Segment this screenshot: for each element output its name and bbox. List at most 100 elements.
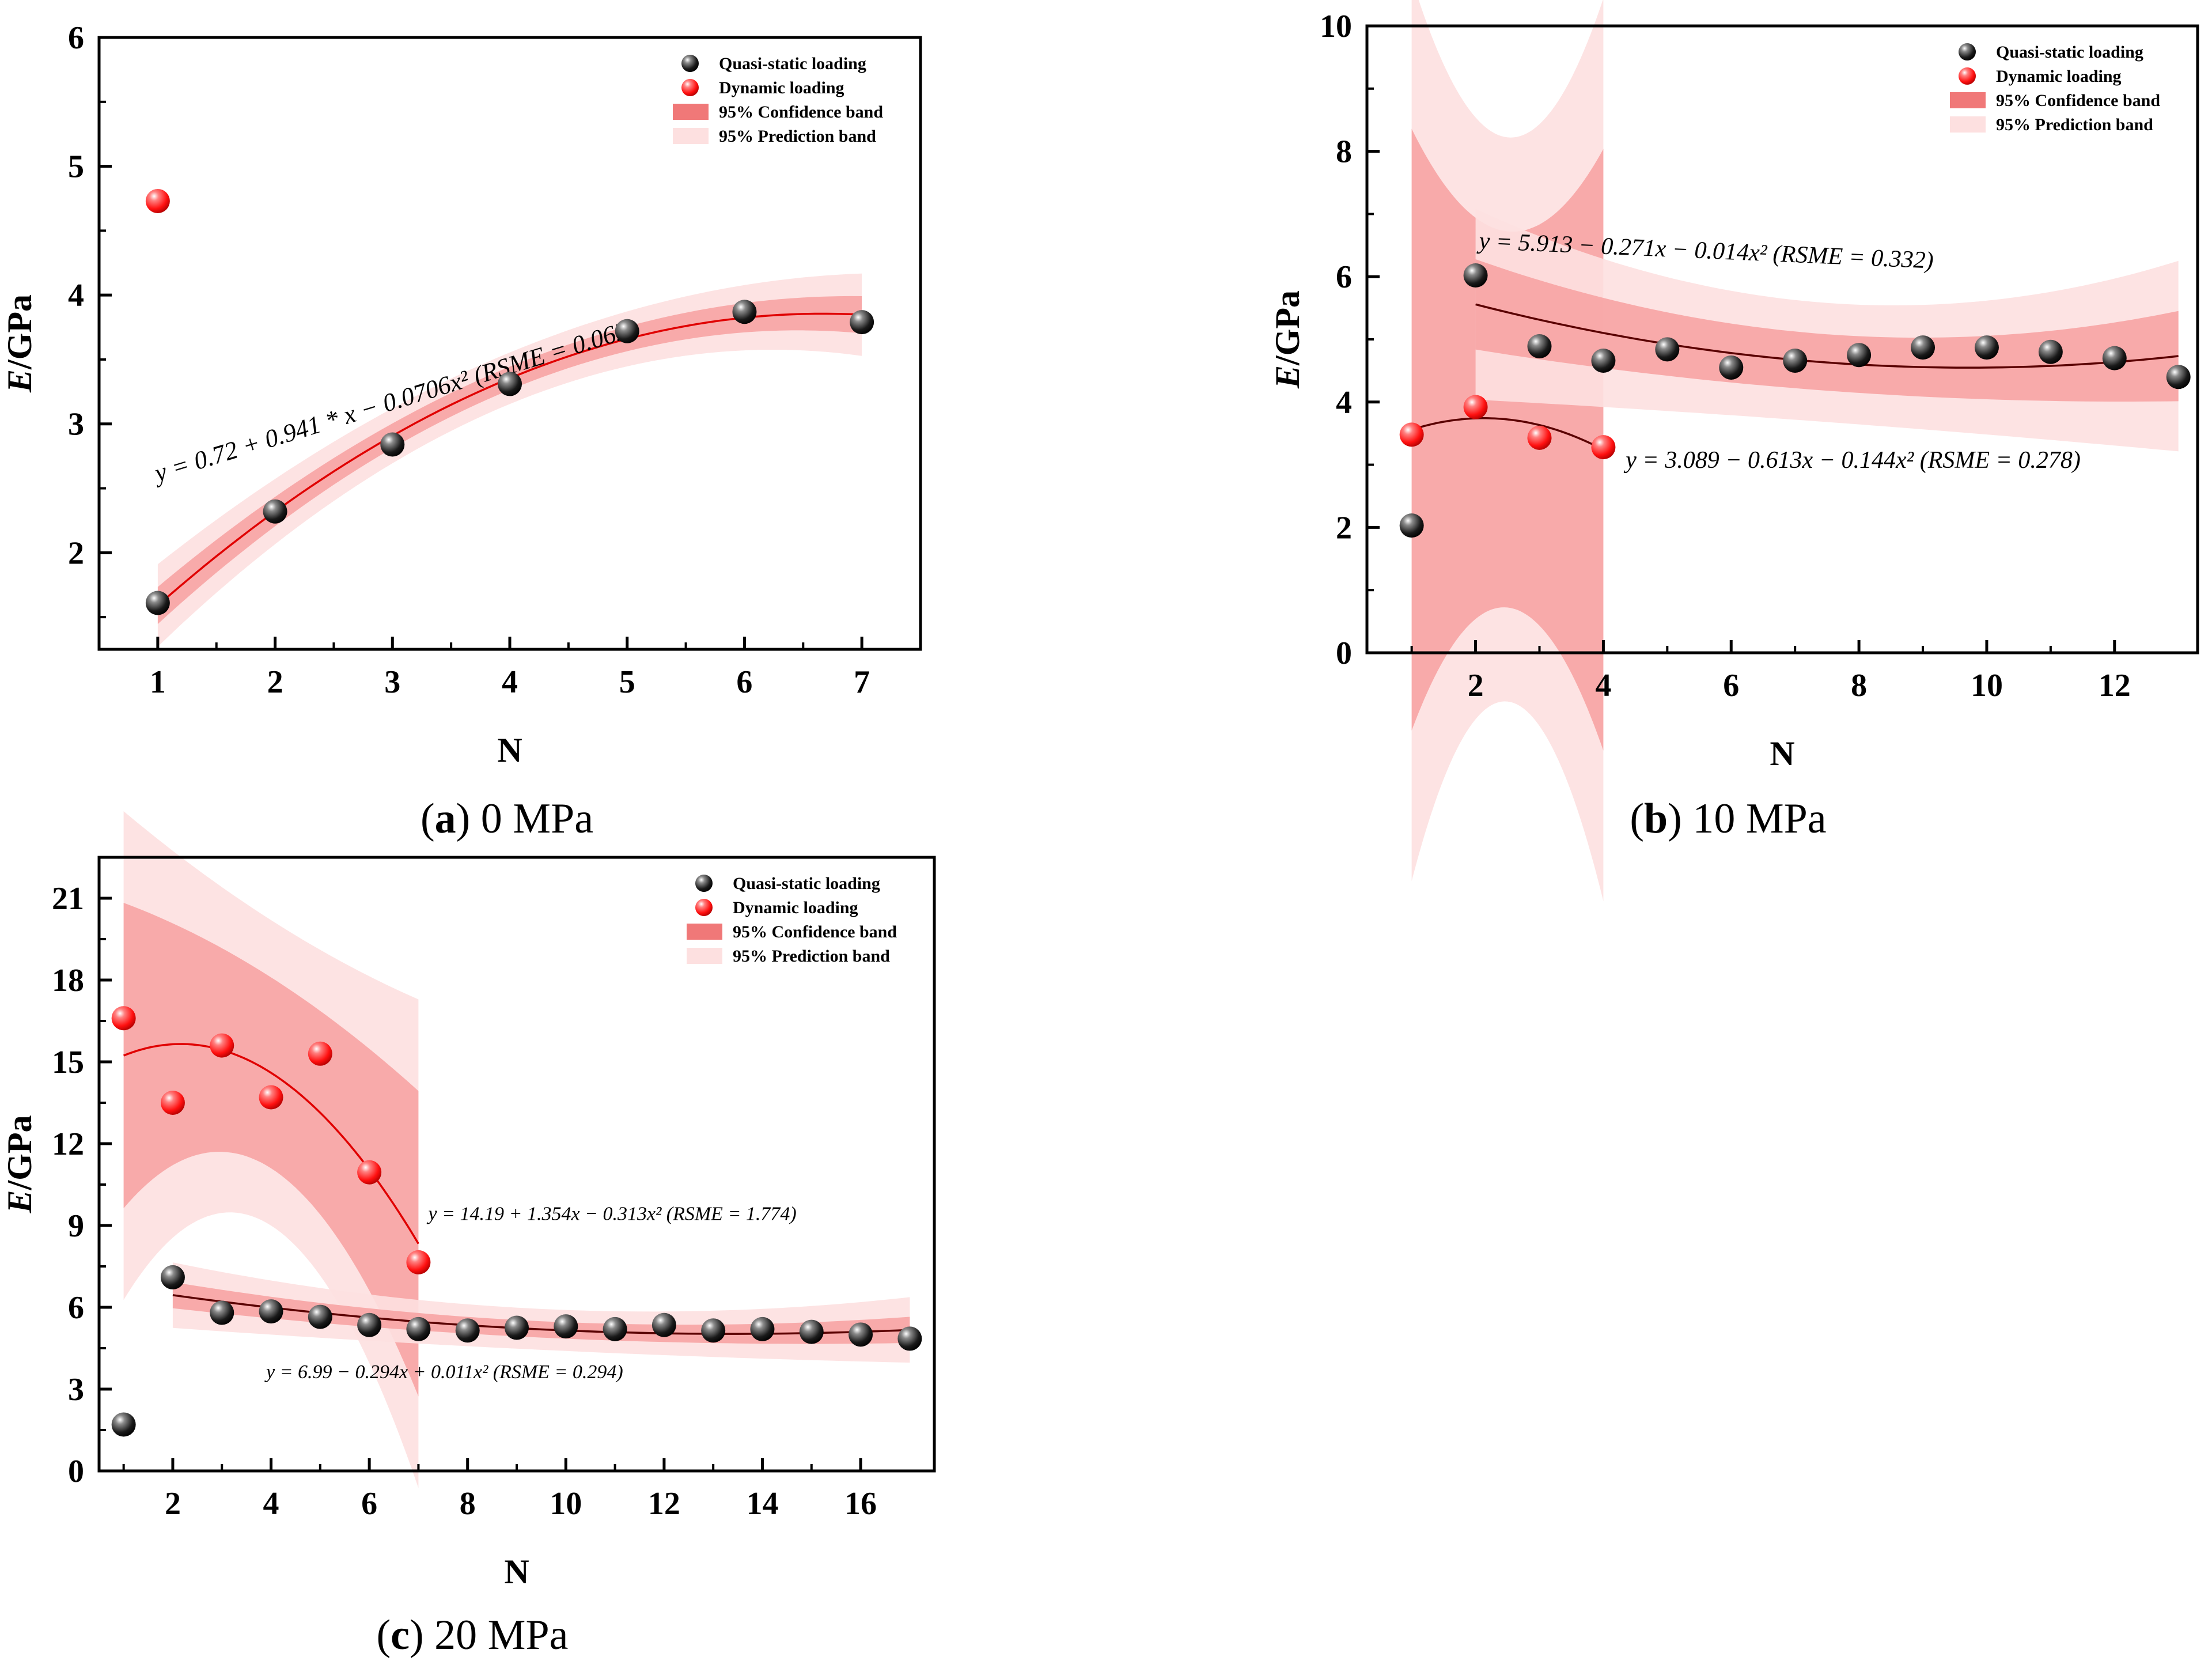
point-c-dynamic-1 [160, 1091, 185, 1115]
point-c-quasi-6 [406, 1317, 431, 1341]
y-tick-label-b-5: 10 [1320, 9, 1352, 44]
legend-label-b-2: 95% Confidence band [1996, 91, 2160, 110]
x-tick-label-b-0: 2 [1468, 668, 1484, 703]
point-c-quasi-4 [308, 1304, 332, 1329]
point-c-quasi-13 [750, 1317, 775, 1341]
confidence-band-a-0 [157, 296, 862, 625]
y-tick-label-c-5: 15 [52, 1045, 84, 1080]
point-b-quasi-10 [2038, 339, 2063, 364]
point-b-quasi-5 [1719, 355, 1744, 380]
y-axis-title-c: E/GPa [1, 1115, 39, 1213]
x-tick-label-c-0: 2 [165, 1486, 181, 1522]
y-tick-label-b-3: 6 [1336, 259, 1352, 295]
y-tick-label-a-2: 4 [68, 278, 84, 313]
legend-swatch-confidence-a [673, 104, 709, 120]
point-a-dynamic-0 [145, 188, 170, 213]
point-c-quasi-1 [160, 1265, 185, 1289]
panel-a: y = 0.72 + 0.941 * x − 0.0706x² (RSME = … [1, 20, 922, 842]
y-axis-title-b: E/GPa [1268, 290, 1306, 389]
point-c-quasi-7 [455, 1318, 480, 1343]
legend-marker-quasi-a [681, 55, 699, 72]
x-tick-label-c-4: 10 [550, 1486, 582, 1522]
legend-b: Quasi-static loading Dynamic loading 95% C… [1950, 43, 2160, 134]
y-tick-label-c-1: 3 [68, 1372, 84, 1408]
point-c-quasi-5 [357, 1312, 382, 1337]
legend-label-a-0: Quasi-static loading [719, 54, 866, 73]
axes-b: 2 4 6 8 10 12 0 2 4 6 8 10 N E/GPa Quasi-static loadin… [1268, 9, 2199, 773]
point-c-quasi-0 [111, 1412, 136, 1437]
points-c [111, 1006, 922, 1437]
legend-swatch-prediction-a [673, 128, 709, 144]
legend-marker-quasi-c [695, 875, 713, 892]
point-c-quasi-9 [554, 1314, 578, 1339]
fit-equation-b-0: y = 3.089 − 0.613x − 0.144x² (RSME = 0.2… [1623, 447, 2081, 474]
y-axis-title-italic-c: E [1, 1190, 39, 1213]
x-tick-label-a-5: 6 [736, 664, 752, 700]
point-c-quasi-15 [849, 1322, 873, 1347]
x-tick-label-a-1: 2 [267, 664, 283, 700]
x-tick-label-a-2: 3 [384, 664, 400, 700]
x-tick-label-b-1: 4 [1595, 668, 1611, 703]
point-b-quasi-6 [1783, 348, 1808, 373]
y-axis-title-italic-b: E [1268, 365, 1306, 389]
point-a-quasi-3 [498, 372, 522, 396]
y-tick-label-b-1: 2 [1336, 510, 1352, 546]
points-b [1399, 263, 2191, 538]
point-a-quasi-2 [380, 432, 405, 457]
y-tick-label-a-4: 6 [68, 20, 84, 56]
x-tick-label-a-0: 1 [150, 664, 166, 700]
x-axis-title-c: N [504, 1553, 529, 1591]
y-tick-label-b-2: 4 [1336, 385, 1352, 421]
point-a-quasi-1 [263, 499, 287, 524]
point-c-dynamic-5 [357, 1160, 382, 1185]
caption-a-letter: a [435, 795, 456, 842]
point-b-quasi-7 [1847, 343, 1872, 368]
x-tick-label-c-3: 8 [460, 1486, 476, 1522]
caption-c: (c) 20 MPa [377, 1612, 569, 1659]
fit-line-b-1 [1475, 303, 2179, 369]
caption-c-text: 20 MPa [424, 1612, 569, 1659]
point-b-quasi-2 [1527, 334, 1552, 358]
fit-lines-a: y = 0.72 + 0.941 * x − 0.0706x² (RSME = … [149, 312, 862, 607]
legend-label-c-3: 95% Prediction band [733, 947, 890, 966]
fit-line-c-1 [172, 1294, 910, 1335]
point-c-dynamic-6 [406, 1250, 431, 1274]
legend-label-a-1: Dynamic loading [719, 78, 844, 97]
x-tick-label-c-7: 16 [844, 1486, 877, 1522]
point-b-dynamic-1 [1463, 395, 1488, 419]
x-tick-label-b-5: 12 [2099, 668, 2131, 703]
axes-a: 1 2 3 4 5 6 7 2 3 4 5 6 N E/GPa Quasi-static loading Dy… [1, 20, 922, 769]
point-b-quasi-11 [2102, 346, 2127, 370]
point-c-quasi-11 [652, 1312, 676, 1337]
y-tick-label-c-6: 18 [52, 963, 84, 998]
y-tick-label-a-3: 5 [68, 149, 84, 185]
point-a-quasi-4 [615, 319, 639, 343]
point-b-dynamic-0 [1399, 422, 1424, 447]
point-b-quasi-0 [1399, 513, 1424, 538]
caption-b-letter: b [1644, 795, 1668, 842]
x-tick-label-c-1: 4 [263, 1486, 279, 1522]
x-tick-label-a-6: 7 [854, 664, 870, 700]
fit-equation-c-0: y = 14.19 + 1.354x − 0.313x² (RSME = 1.7… [426, 1204, 796, 1225]
caption-a-text: 0 MPa [470, 795, 593, 842]
legend-swatch-prediction-c [687, 948, 722, 964]
x-tick-label-b-3: 8 [1851, 668, 1867, 703]
y-axis-title-unit-a: /GPa [1, 294, 39, 370]
point-c-quasi-3 [259, 1299, 283, 1324]
fit-lines-c: y = 14.19 + 1.354x − 0.313x² (RSME = 1.7… [123, 1043, 910, 1383]
x-tick-label-c-5: 12 [648, 1486, 680, 1522]
point-b-quasi-4 [1655, 337, 1680, 362]
y-tick-label-c-3: 9 [68, 1208, 84, 1244]
y-tick-label-a-0: 2 [68, 535, 84, 571]
point-c-dynamic-3 [259, 1085, 283, 1110]
legend-label-b-1: Dynamic loading [1996, 67, 2122, 86]
point-b-dynamic-3 [1591, 435, 1616, 460]
point-c-quasi-16 [897, 1326, 922, 1351]
bands-a [157, 273, 862, 647]
caption-b-text: 10 MPa [1682, 795, 1827, 842]
y-axis-title-italic-a: E [1, 369, 39, 393]
legend-swatch-confidence-b [1950, 92, 1986, 108]
y-axis-title-unit-c: /GPa [1, 1115, 39, 1190]
point-c-dynamic-4 [308, 1041, 332, 1066]
